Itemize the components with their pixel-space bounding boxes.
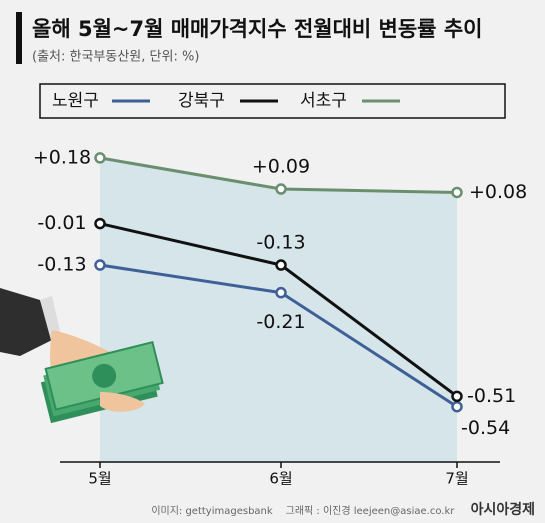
point [275,259,287,271]
legend-box [39,83,506,119]
area [100,157,457,462]
point [94,259,106,271]
chart-subtitle: (출처: 한국부동산원, 단위: %) [32,50,199,65]
data-label: -0.01 [37,212,86,234]
x-tick-label: 6월 [269,470,292,488]
logo: 아시아경제 [471,501,535,518]
data-label: -0.13 [37,254,86,276]
point [451,400,463,413]
legend-label: 노원구 [52,91,99,111]
data-label: +0.09 [252,156,310,178]
data-label: -0.21 [256,311,305,333]
point [275,183,287,195]
point [451,390,463,403]
image-credit: 이미지: gettyimagesbank [151,505,273,517]
point [275,286,287,299]
x-tick-label: 5월 [88,470,111,488]
data-label: +0.08 [469,181,527,203]
point [94,217,106,230]
legend-label: 강북구 [178,91,225,111]
point [94,152,106,164]
data-label: -0.51 [467,385,516,407]
x-tick-label: 7월 [445,470,468,488]
data-label: +0.18 [33,146,91,168]
point [451,186,463,199]
legend-label: 서초구 [300,91,347,111]
chart-title: 올해 5월~7월 매매가격지수 전월대비 변동률 추이 [32,17,482,41]
title-bar [16,12,22,64]
hand-illustration [0,288,164,424]
data-label: -0.54 [461,417,510,439]
graphic-credit: 그래픽 : 이진경 leejeen@asiae.co.kr [286,504,456,517]
plot: 5월 6월 7월 노원구 강북구 서초구 -0.13 -0.21 -0.54 -0.01 -0.13… [33,91,527,488]
data-label: -0.13 [256,232,305,254]
